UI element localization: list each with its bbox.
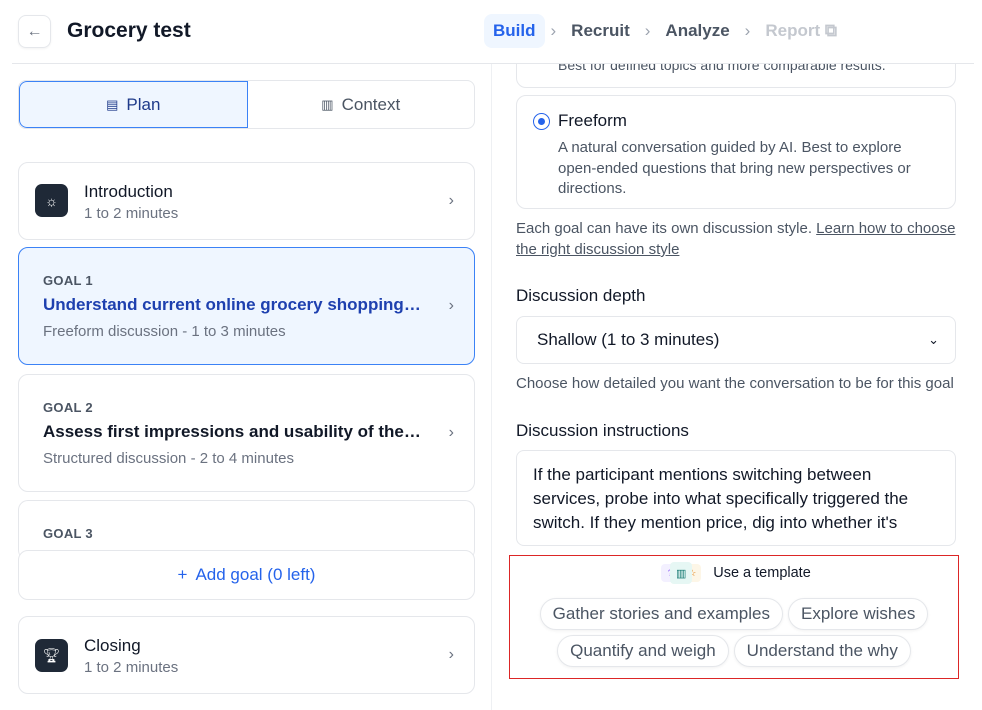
chevron-right-icon: › [448, 297, 454, 314]
template-chip[interactable]: Understand the why [733, 635, 911, 667]
style-note: Each goal can have its own discussion st… [516, 218, 961, 260]
tab-label: Plan [126, 94, 161, 114]
intro-duration: 1 to 2 minutes [84, 205, 179, 222]
step-build[interactable]: Build [484, 14, 545, 48]
trophy-icon: 🏆︎ [35, 639, 68, 672]
structured-option[interactable]: Best for defined topics and more compara… [516, 64, 956, 88]
structured-desc: Best for defined topics and more compara… [558, 64, 886, 73]
goal-label: GOAL 1 [43, 273, 93, 288]
goal-label: GOAL 2 [43, 400, 93, 415]
step-recruit[interactable]: Recruit [571, 21, 630, 40]
template-icon-stack: ? ☆ ▥ [657, 562, 705, 584]
goal-label: GOAL 3 [43, 526, 93, 541]
template-chip[interactable]: Explore wishes [788, 598, 929, 630]
goal-card-1[interactable]: GOAL 1 Understand current online grocery… [18, 247, 475, 365]
goal-sub: Structured discussion - 2 to 4 minutes [43, 450, 294, 467]
freeform-desc: A natural conversation guided by AI. Bes… [558, 139, 911, 197]
goal-editor: Best for defined topics and more compara… [492, 64, 982, 710]
instructions-textarea[interactable]: If the participant mentions switching be… [516, 450, 956, 546]
intro-card[interactable]: ☼ Introduction 1 to 2 minutes › [18, 162, 475, 240]
template-chip[interactable]: Gather stories and examples [539, 598, 783, 630]
template-section: ? ☆ ▥ Use a template Gather stories and … [509, 555, 959, 679]
external-link-icon: ⧉ [824, 21, 837, 40]
radio-selected[interactable] [533, 113, 550, 130]
arrow-left-icon: ← [26, 22, 43, 40]
chevron-right-icon: › [448, 646, 454, 663]
instructions-label: Discussion instructions [516, 421, 689, 440]
chevron-right-icon: › [644, 21, 651, 40]
add-goal-label: Add goal (0 left) [195, 565, 316, 584]
add-goal-button[interactable]: + Add goal (0 left) [18, 550, 475, 600]
stepper: Build › Recruit › Analyze › Report ⧉ [484, 14, 846, 48]
book-icon: ▥ [321, 96, 334, 112]
divider [491, 64, 492, 710]
goal-sub: Freeform discussion - 1 to 3 minutes [43, 323, 286, 340]
header: ← Grocery test Build › Recruit › Analyze… [0, 0, 982, 64]
chevron-right-icon: › [550, 21, 557, 40]
page-title: Grocery test [67, 19, 191, 42]
tab-context[interactable]: ▥ Context [248, 81, 475, 128]
chevron-right-icon: › [448, 192, 454, 209]
step-report-label: Report [765, 21, 821, 40]
sun-icon: ☼ [35, 184, 68, 217]
closing-card[interactable]: 🏆︎ Closing 1 to 2 minutes › [18, 616, 475, 694]
intro-title: Introduction [84, 182, 173, 201]
depth-label: Discussion depth [516, 286, 646, 305]
goal-card-2[interactable]: GOAL 2 Assess first impressions and usab… [18, 374, 475, 492]
template-chip[interactable]: Quantify and weigh [557, 635, 729, 667]
book-icon: ▥ [670, 562, 693, 584]
goal-title: Assess first impressions and usability o… [43, 422, 423, 441]
chevron-right-icon: › [448, 424, 454, 441]
style-note-text: Each goal can have its own discussion st… [516, 220, 812, 237]
freeform-option[interactable]: Freeform A natural conversation guided b… [516, 95, 956, 209]
freeform-title: Freeform [558, 111, 627, 130]
divider [12, 63, 974, 64]
chevron-down-icon: ⌄ [928, 332, 939, 347]
depth-value: Shallow (1 to 3 minutes) [537, 330, 720, 349]
closing-duration: 1 to 2 minutes [84, 659, 179, 676]
goal-title: Understand current online grocery shoppi… [43, 295, 423, 314]
step-report: Report ⧉ [756, 14, 846, 48]
chevron-right-icon: › [744, 21, 751, 40]
tabs: ▤ Plan ▥ Context [18, 80, 475, 129]
tab-plan[interactable]: ▤ Plan [19, 81, 248, 128]
template-label: Use a template [713, 565, 811, 581]
tab-label: Context [341, 94, 401, 114]
style-help-link[interactable]: Learn how to choose the right discussion… [516, 220, 956, 258]
plus-icon: + [177, 565, 188, 584]
depth-note: Choose how detailed you want the convers… [516, 375, 954, 392]
step-analyze[interactable]: Analyze [665, 21, 730, 40]
document-icon: ▤ [106, 96, 119, 112]
depth-select[interactable]: Shallow (1 to 3 minutes) ⌄ [516, 316, 956, 364]
closing-title: Closing [84, 636, 141, 655]
back-button[interactable]: ← [18, 15, 51, 48]
